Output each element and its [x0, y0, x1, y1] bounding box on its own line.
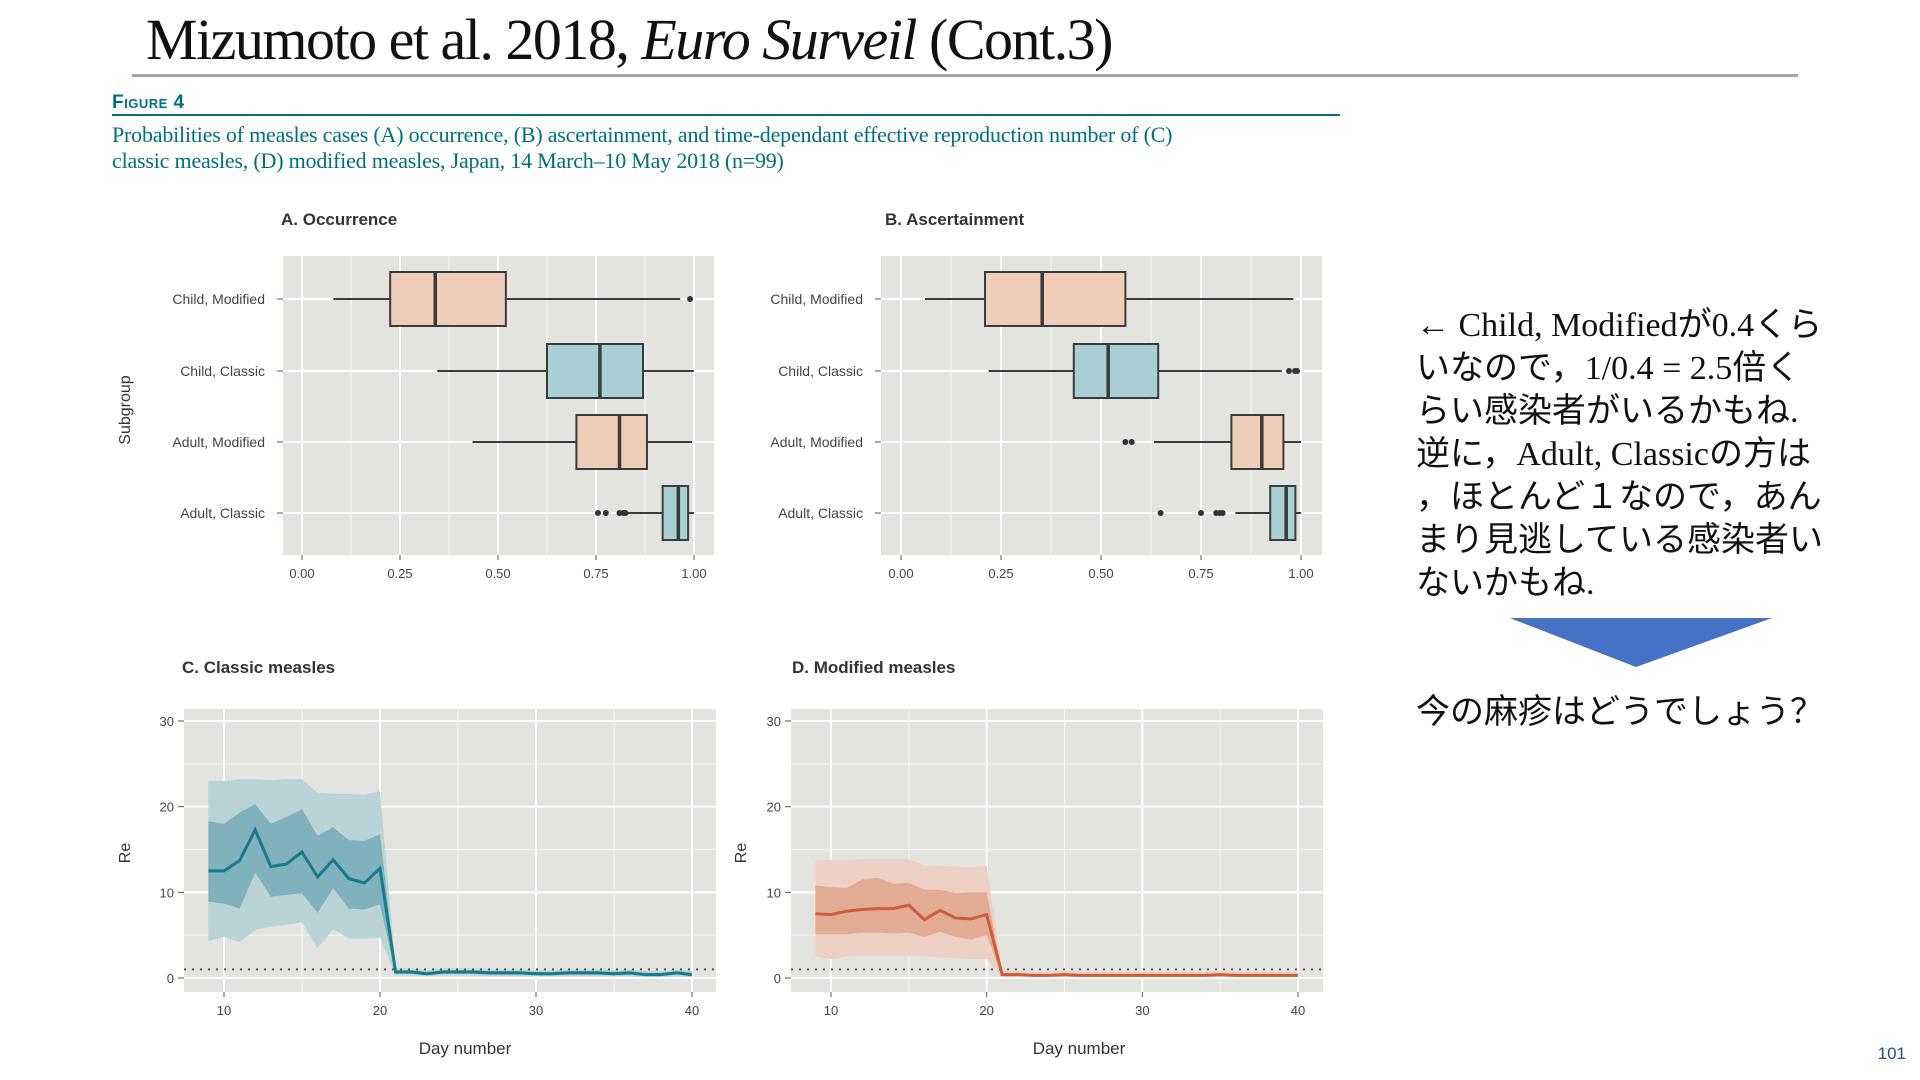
- y-tick-label: 0: [167, 971, 174, 986]
- ci50-band: [208, 804, 692, 976]
- boxplot-panel-occurrence: A. Occurrence 0.00 0.25 0.50 0.75 1.00 Child, …: [117, 210, 714, 581]
- y-tick-label: Child, Classic: [180, 363, 265, 379]
- commentary-line: ，ほとんど１なので，あん: [1416, 479, 1822, 516]
- y-tick-label: Adult, Modified: [770, 434, 863, 450]
- y-tick-label: 10: [767, 885, 781, 900]
- boxplot-panel-ascertainment: B. Ascertainment 0.00 0.25 0.50 0.75 1.00 Chil…: [770, 210, 1322, 581]
- figure-label: Figure 4: [112, 92, 185, 113]
- outlier-point: [1157, 510, 1164, 516]
- y-tick-label: 0: [774, 971, 781, 986]
- y-tick-label: Adult, Modified: [172, 434, 265, 450]
- y-tick-label: Child, Modified: [172, 291, 265, 307]
- y-axis-label: Re: [733, 843, 750, 864]
- y-tick-label: Child, Classic: [778, 363, 863, 379]
- x-axis-label: Day number: [419, 1039, 512, 1058]
- commentary-line: 逆に，Adult, Classicの方は: [1416, 436, 1811, 473]
- x-tick-label: 10: [824, 1003, 838, 1018]
- ci50-band: [815, 877, 1298, 977]
- title-suffix: (Cont.3): [916, 7, 1113, 72]
- x-tick-label: 0.00: [289, 566, 314, 581]
- line-panel-modified: D. Modified measles 10 20 30 40 0 10 20 30 Day nu…: [733, 658, 1323, 1058]
- x-tick-label: 0.00: [888, 566, 913, 581]
- title-main: Mizumoto et al. 2018,: [146, 7, 642, 72]
- x-tick-label: 0.75: [583, 566, 608, 581]
- ci95-band: [208, 779, 692, 978]
- y-tick-label: Adult, Classic: [778, 505, 863, 521]
- box-iqr: [389, 271, 507, 327]
- x-axis-label: Day number: [1033, 1039, 1126, 1058]
- x-tick-label: 1.00: [681, 566, 706, 581]
- outlier-point: [1198, 510, 1204, 516]
- y-tick-label: 20: [160, 800, 174, 815]
- y-tick-label: 20: [767, 800, 781, 815]
- box-iqr: [984, 271, 1127, 327]
- x-tick-label: 0.50: [1088, 566, 1113, 581]
- x-tick-label: 0.75: [1188, 566, 1213, 581]
- y-tick-label: Adult, Classic: [180, 505, 265, 521]
- line-panel-classic: C. Classic measles 10 20 30 40 0 10 20 30 Day num…: [117, 658, 716, 1058]
- box-iqr: [661, 485, 690, 541]
- figure-caption-line-2: classic measles, (D) modified measles, J…: [112, 148, 784, 173]
- outlier-point: [622, 510, 629, 516]
- commentary-line: まり見逃している感染者い: [1416, 522, 1823, 559]
- outlier-point: [687, 296, 694, 302]
- outlier-point: [1122, 439, 1129, 445]
- y-axis-label: Re: [117, 843, 134, 864]
- median-line: [208, 826, 693, 977]
- commentary-line: らい感染者がいるかもね.: [1416, 393, 1799, 430]
- x-tick-label: 0.25: [988, 566, 1013, 581]
- x-tick-label: 1.00: [1288, 566, 1313, 581]
- box-iqr: [575, 414, 648, 470]
- ci95-band: [815, 858, 1298, 978]
- outlier-point: [1128, 439, 1135, 445]
- page-number: 101: [1877, 1044, 1906, 1063]
- figure-divider: [112, 114, 1340, 116]
- box-iqr: [1072, 343, 1160, 399]
- slide-title: Mizumoto et al. 2018, Euro Surveil (Cont…: [146, 6, 1113, 73]
- title-divider: [132, 74, 1798, 77]
- x-tick-label: 10: [217, 1003, 231, 1018]
- y-tick-label: 30: [160, 714, 174, 729]
- outlier-point: [602, 510, 609, 516]
- x-tick-label: 40: [685, 1003, 699, 1018]
- y-tick-label: Child, Modified: [770, 291, 863, 307]
- x-tick-label: 30: [529, 1003, 543, 1018]
- x-tick-label: 20: [979, 1003, 993, 1018]
- x-tick-label: 30: [1135, 1003, 1149, 1018]
- outlier-point: [1286, 368, 1292, 374]
- commentary-line: ないかもね.: [1416, 565, 1595, 602]
- chart-title: A. Occurrence: [281, 210, 397, 229]
- y-axis-label: Subgroup: [117, 375, 134, 444]
- outlier-point: [1294, 368, 1300, 374]
- x-tick-label: 20: [373, 1003, 387, 1018]
- box-iqr: [546, 343, 645, 399]
- outlier-point: [594, 510, 601, 516]
- y-tick-label: 10: [160, 885, 174, 900]
- chart-title: C. Classic measles: [182, 658, 335, 677]
- box-iqr: [1269, 485, 1297, 541]
- y-tick-label: 30: [767, 714, 781, 729]
- figure-caption-line-1: Probabilities of measles cases (A) occur…: [112, 122, 1173, 147]
- chart-title: B. Ascertainment: [885, 210, 1025, 229]
- x-tick-label: 40: [1291, 1003, 1305, 1018]
- commentary-text: ← Child, Modifiedが0.4くら いなので，1/0.4 = 2.5…: [1416, 304, 1823, 605]
- title-journal: Euro Surveil: [641, 7, 917, 72]
- commentary-line: ← Child, Modifiedが0.4くら: [1416, 307, 1823, 344]
- outlier-point: [1219, 510, 1226, 516]
- box-iqr: [1230, 414, 1285, 470]
- x-tick-label: 0.50: [485, 566, 510, 581]
- chart-title: D. Modified measles: [792, 658, 955, 677]
- median-line: [815, 903, 1298, 977]
- commentary-line: いなので，1/0.4 = 2.5倍く: [1416, 350, 1801, 387]
- down-arrow-icon: [1510, 618, 1772, 667]
- closing-question: 今の麻疹はどうでしょう？: [1416, 694, 1824, 731]
- x-tick-label: 0.25: [387, 566, 412, 581]
